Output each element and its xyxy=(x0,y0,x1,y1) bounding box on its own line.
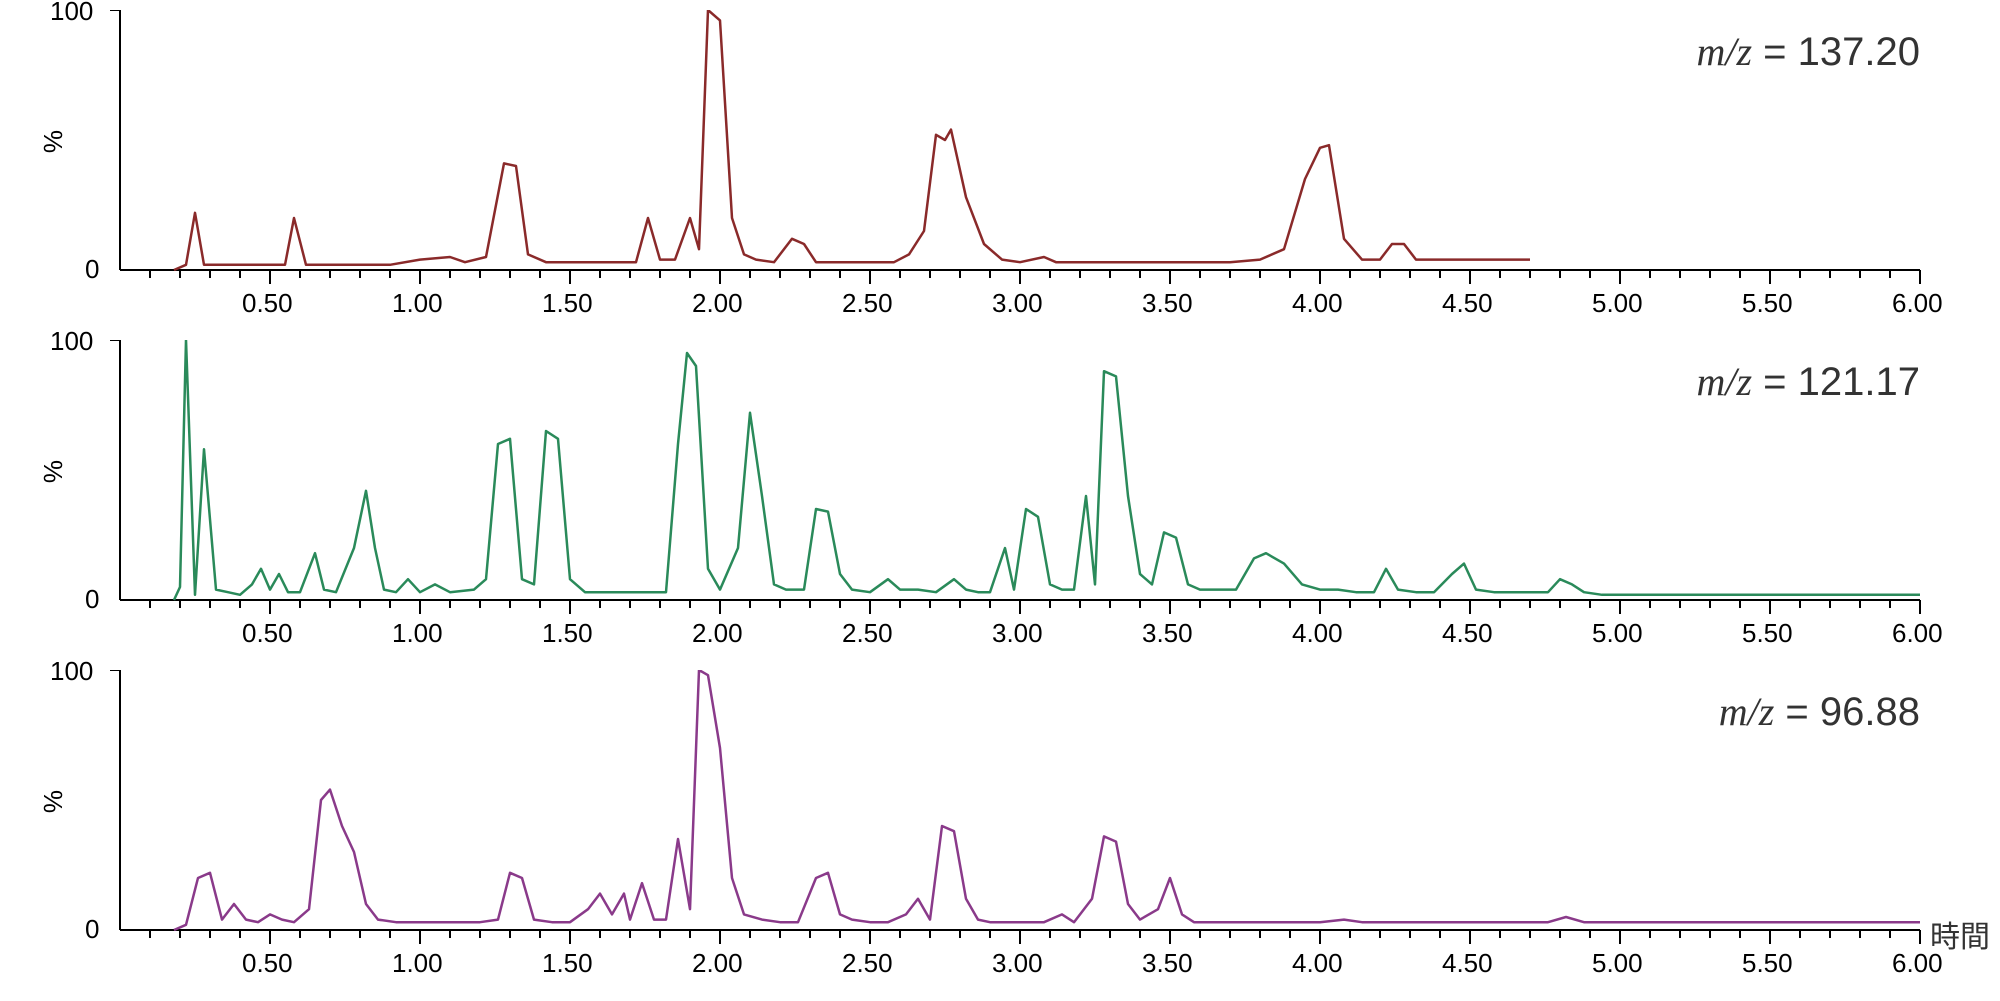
mz-value: 121.17 xyxy=(1798,360,1920,404)
x-tick-label: 3.50 xyxy=(1142,948,1193,979)
y-axis-label: % xyxy=(38,790,69,813)
y-tick-label-100: 100 xyxy=(50,326,93,357)
mz-equals: = xyxy=(1752,360,1798,404)
x-tick-label: 2.50 xyxy=(842,618,893,649)
x-tick-label: 1.00 xyxy=(392,618,443,649)
x-tick-label: 5.50 xyxy=(1742,948,1793,979)
x-tick-label: 2.00 xyxy=(692,948,743,979)
x-tick-label: 2.00 xyxy=(692,618,743,649)
mz-prefix: m/z xyxy=(1696,29,1752,74)
x-tick-label: 0.50 xyxy=(242,948,293,979)
mz-prefix: m/z xyxy=(1696,359,1752,404)
chromatogram-panel-2 xyxy=(0,670,2000,950)
x-tick-label: 4.00 xyxy=(1292,948,1343,979)
x-tick-label: 1.50 xyxy=(542,948,593,979)
trace-line xyxy=(174,670,1920,930)
x-tick-label: 1.00 xyxy=(392,948,443,979)
x-tick-label: 5.50 xyxy=(1742,288,1793,319)
mz-label: m/z = 121.17 xyxy=(1696,358,1920,405)
x-tick-label: 1.50 xyxy=(542,618,593,649)
x-tick-label: 4.50 xyxy=(1442,288,1493,319)
y-tick-label-0: 0 xyxy=(85,254,99,285)
x-tick-label: 0.50 xyxy=(242,618,293,649)
trace-line xyxy=(174,340,1920,600)
mz-equals: = xyxy=(1752,30,1798,74)
x-tick-label: 3.00 xyxy=(992,948,1043,979)
x-tick-label: 4.00 xyxy=(1292,288,1343,319)
chromatogram-figure: 100 0% 0.50 1.00 1.50 2.00 2.50 3.00 3.50 4.00 4.5… xyxy=(0,0,2000,1001)
trace-line xyxy=(174,10,1530,270)
x-tick-label: 3.00 xyxy=(992,618,1043,649)
x-tick-label: 3.50 xyxy=(1142,618,1193,649)
x-tick-label: 1.00 xyxy=(392,288,443,319)
y-tick-label-0: 0 xyxy=(85,914,99,945)
mz-label: m/z = 96.88 xyxy=(1719,688,1920,735)
mz-value: 96.88 xyxy=(1820,690,1920,734)
y-tick-label-100: 100 xyxy=(50,0,93,27)
x-tick-label: 4.50 xyxy=(1442,618,1493,649)
y-axis-label: % xyxy=(38,130,69,153)
x-tick-label: 1.50 xyxy=(542,288,593,319)
x-tick-label: 6.00 xyxy=(1892,288,1943,319)
mz-value: 137.20 xyxy=(1798,30,1920,74)
y-tick-label-100: 100 xyxy=(50,656,93,687)
x-tick-label: 5.50 xyxy=(1742,618,1793,649)
x-tick-label: 2.50 xyxy=(842,948,893,979)
x-tick-label: 5.00 xyxy=(1592,618,1643,649)
mz-prefix: m/z xyxy=(1719,689,1775,734)
x-tick-label: 2.00 xyxy=(692,288,743,319)
x-axis-title: 時間 xyxy=(1930,912,1990,956)
x-tick-label: 5.00 xyxy=(1592,948,1643,979)
x-tick-label: 4.50 xyxy=(1442,948,1493,979)
mz-label: m/z = 137.20 xyxy=(1696,28,1920,75)
x-tick-label: 5.00 xyxy=(1592,288,1643,319)
x-tick-label: 3.50 xyxy=(1142,288,1193,319)
y-tick-label-0: 0 xyxy=(85,584,99,615)
x-tick-label: 6.00 xyxy=(1892,618,1943,649)
x-tick-label: 4.00 xyxy=(1292,618,1343,649)
y-axis-label: % xyxy=(38,460,69,483)
mz-equals: = xyxy=(1774,690,1820,734)
x-tick-label: 3.00 xyxy=(992,288,1043,319)
x-tick-label: 0.50 xyxy=(242,288,293,319)
x-tick-label: 2.50 xyxy=(842,288,893,319)
